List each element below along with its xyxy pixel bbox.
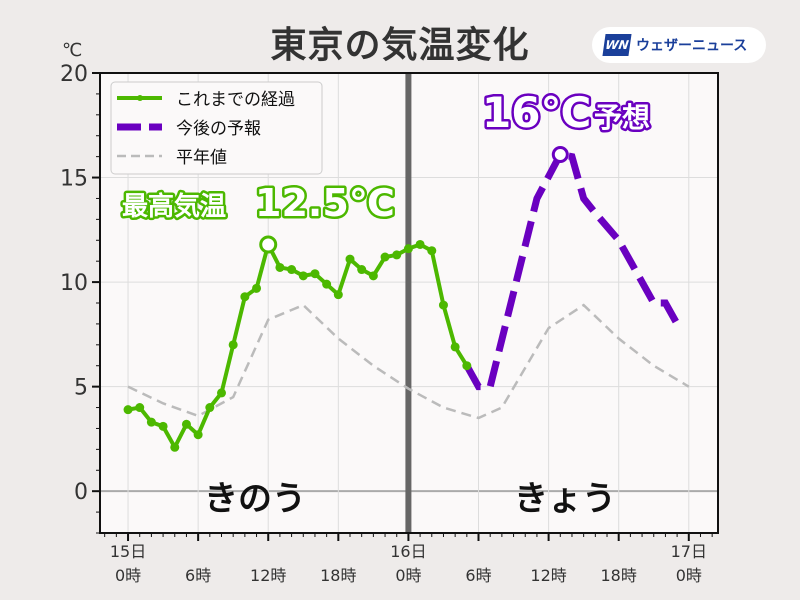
forecast-max-value: 16℃: [482, 88, 591, 137]
forecast-max-label: 予想: [594, 101, 650, 134]
x-tick-hour: 12時: [530, 566, 566, 585]
observed-point: [310, 269, 320, 279]
observed-point: [462, 361, 472, 371]
x-tick-hour: 12時: [250, 566, 286, 585]
observed-point: [181, 419, 191, 429]
legend-forecast: 今後の予報: [176, 119, 261, 139]
observed-point: [345, 254, 355, 264]
observed-point: [228, 340, 238, 350]
series-lines: [123, 146, 690, 452]
observed-point: [357, 265, 367, 275]
x-tick-hour: 0時: [395, 566, 421, 585]
day-label-yesterday: きのう: [204, 479, 306, 519]
x-tick-hour: 6時: [185, 566, 211, 585]
observed-point: [392, 250, 402, 260]
observed-point: [193, 430, 203, 440]
observed-point: [287, 265, 297, 275]
x-tick-hour: 18時: [320, 566, 356, 585]
observed-point: [252, 283, 262, 293]
x-tick-date: 15日: [110, 542, 146, 561]
observed-point: [333, 290, 343, 300]
chart-title: 東京の気温変化: [270, 25, 530, 66]
x-tick-hour: 0時: [676, 566, 702, 585]
observed-point: [146, 417, 156, 427]
observed-point: [298, 271, 308, 281]
observed-point: [216, 388, 226, 398]
x-tick-hour: 6時: [465, 566, 491, 585]
observed-point: [275, 262, 285, 272]
y-tick-label: 20: [60, 62, 88, 87]
observed-point: [368, 271, 378, 281]
legend-normal: 平年値: [176, 148, 227, 168]
observed-point: [135, 403, 145, 413]
y-unit-label: ℃: [62, 40, 82, 61]
axes: 0 5 10 15 20 15日 0時 6時 12時 18時 16日 0時 6時 12時 18時 17日 0時: [60, 62, 713, 585]
observed-point: [170, 442, 180, 452]
day-label-today: きょう: [514, 479, 616, 519]
observed-point: [380, 252, 390, 262]
observed-point: [123, 405, 133, 415]
y-tick-label: 0: [74, 480, 88, 505]
max-temp-annotation: 最高気温 12.5℃: [120, 179, 398, 228]
grid: [100, 72, 718, 533]
x-tick-hour: 0時: [115, 566, 141, 585]
observed-point: [427, 246, 437, 256]
observed-max-marker: [259, 235, 278, 254]
observed-point: [403, 244, 413, 254]
weathernews-logo: WN ウェザーニュース: [592, 27, 766, 63]
forecast-max-marker: [551, 146, 569, 164]
plot-frame: [99, 72, 719, 534]
y-tick-label: 5: [74, 376, 88, 401]
max-temp-label: 最高気温: [122, 191, 226, 222]
y-tick-label: 10: [60, 271, 88, 296]
x-tick-date: 16日: [390, 542, 426, 561]
legend: これまでの経過 今後の予報 平年値: [110, 81, 323, 175]
observed-point: [158, 421, 168, 431]
logo-text: ウェザーニュース: [636, 38, 748, 54]
legend-observed: これまでの経過: [176, 90, 295, 110]
y-tick-label: 15: [60, 167, 88, 192]
forecast-line: [463, 150, 681, 391]
forecast-annotation: 16℃ 予想: [480, 86, 653, 140]
observed-point: [240, 292, 250, 302]
x-tick-date: 17日: [671, 542, 707, 561]
observed-point: [415, 239, 425, 249]
observed-point: [322, 279, 332, 289]
max-temp-value: 12.5℃: [255, 181, 395, 225]
normal-line: [127, 303, 690, 420]
observed-point: [438, 300, 448, 310]
x-tick-hour: 18時: [601, 566, 637, 585]
observed-point: [450, 342, 460, 352]
observed-point: [205, 403, 215, 413]
